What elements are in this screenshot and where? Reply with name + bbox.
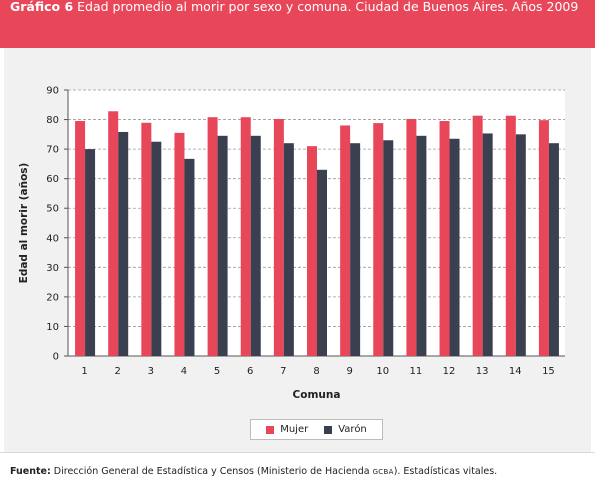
x-tick-label: 7	[280, 366, 286, 377]
bar-mujer	[75, 121, 86, 357]
bar-varon	[416, 135, 427, 356]
x-tick-label: 4	[181, 366, 187, 377]
bar-varon	[184, 158, 195, 356]
bar-mujer	[207, 117, 218, 357]
x-tick-label: 10	[376, 366, 389, 377]
bar-varon	[548, 143, 559, 356]
source-note: Fuente: Dirección General de Estadística…	[0, 452, 595, 491]
x-tick-label: 5	[214, 366, 220, 377]
legend-swatch-mujer	[266, 425, 275, 434]
y-tick-label: 0	[53, 352, 59, 363]
bar-varon	[151, 141, 162, 356]
y-tick-label: 80	[46, 115, 59, 126]
legend-item-mujer: Mujer	[266, 424, 308, 435]
y-tick-label: 20	[46, 292, 59, 303]
x-tick-label: 6	[247, 366, 253, 377]
y-tick-label: 40	[46, 233, 59, 244]
y-tick-label: 60	[46, 174, 59, 185]
bar-mujer	[141, 122, 152, 356]
chart-legend: Mujer Varón	[250, 419, 383, 440]
legend-label-varon: Varón	[338, 424, 367, 435]
y-tick-label: 70	[46, 145, 59, 156]
x-tick-label: 1	[81, 366, 87, 377]
x-tick-label: 15	[542, 366, 555, 377]
x-tick-label: 2	[115, 366, 121, 377]
y-tick-label: 30	[46, 263, 59, 274]
source-abbreviation: GCBA	[372, 468, 394, 476]
y-axis-title: Edad al morir (años)	[18, 163, 30, 284]
bar-mujer	[174, 132, 185, 356]
bar-varon	[350, 143, 361, 356]
x-tick-label: 8	[313, 366, 319, 377]
chart-header: Gráfico 6 Edad promedio al morir por sex…	[0, 0, 595, 48]
bar-varon	[383, 140, 394, 356]
x-axis-title: Comuna	[293, 389, 341, 401]
bar-varon	[482, 133, 493, 356]
bar-mujer	[340, 125, 351, 356]
x-tick-label: 14	[509, 366, 522, 377]
x-tick-label: 3	[148, 366, 154, 377]
bar-mujer	[472, 115, 483, 356]
bar-varon	[250, 135, 261, 356]
bar-mujer	[406, 118, 417, 356]
bar-varon	[515, 134, 526, 356]
bar-mujer	[538, 120, 549, 356]
legend-item-varon: Varón	[324, 424, 367, 435]
chart-title: Edad promedio al morir por sexo y comuna…	[77, 0, 579, 14]
source-text: Dirección General de Estadística y Censo…	[50, 466, 373, 477]
bar-varon	[118, 131, 129, 356]
bar-mujer	[307, 146, 317, 356]
figure-label: Gráfico 6	[10, 0, 74, 14]
legend-swatch-varon	[324, 425, 333, 434]
bar-varon	[217, 135, 228, 356]
bar-mujer	[439, 121, 450, 357]
bar-mujer	[373, 123, 384, 356]
source-label: Fuente:	[10, 466, 51, 477]
y-tick-label: 50	[46, 204, 59, 215]
bar-varon	[449, 138, 460, 356]
bar-mujer	[273, 118, 284, 356]
source-text-end: ). Estadísticas vitales.	[393, 466, 498, 477]
bar-varon	[283, 143, 294, 356]
x-tick-label: 9	[346, 366, 352, 377]
x-tick-label: 13	[476, 366, 489, 377]
bar-mujer	[505, 115, 516, 356]
x-tick-label: 12	[443, 366, 456, 377]
bar-varon	[85, 149, 96, 356]
x-tick-label: 11	[410, 366, 423, 377]
bar-mujer	[108, 111, 119, 356]
bar-varon	[317, 169, 327, 356]
bar-mujer	[240, 117, 251, 357]
y-tick-label: 10	[46, 322, 59, 333]
y-tick-label: 90	[46, 86, 59, 97]
legend-label-mujer: Mujer	[280, 424, 309, 435]
